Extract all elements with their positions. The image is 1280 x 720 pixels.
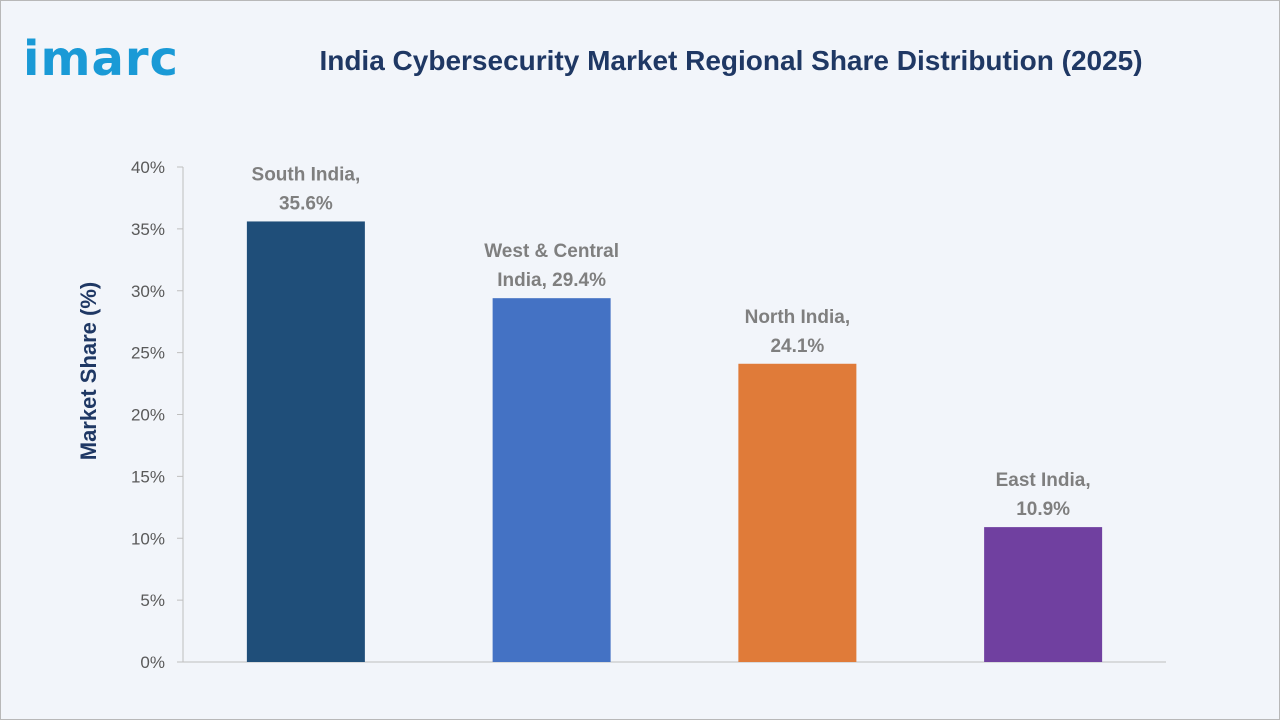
imarc-logo: imarc: [23, 31, 179, 87]
y-tick-label: 30%: [131, 282, 165, 301]
y-tick-label: 35%: [131, 220, 165, 239]
y-tick-label: 15%: [131, 467, 165, 486]
data-label-2: India, 29.4%: [497, 270, 606, 291]
bar-2: [492, 298, 611, 662]
y-tick-label: 0%: [140, 653, 165, 672]
y-tick-label: 20%: [131, 406, 165, 425]
bar-3: [738, 363, 857, 662]
y-tick-label: 5%: [140, 591, 165, 610]
y-tick-label: 25%: [131, 344, 165, 363]
data-label-4: 10.9%: [1016, 499, 1070, 520]
y-tick-label: 40%: [131, 158, 165, 177]
bar-1: [246, 221, 365, 662]
data-label-3: North India,: [745, 307, 851, 328]
bar-4: [984, 527, 1103, 662]
data-label-2: West & Central: [484, 241, 619, 262]
data-label-1: South India,: [252, 164, 361, 185]
chart-title: India Cybersecurity Market Regional Shar…: [319, 45, 1143, 76]
y-tick-label: 10%: [131, 529, 165, 548]
data-label-3: 24.1%: [770, 336, 824, 357]
data-label-1: 35.6%: [279, 193, 333, 214]
data-label-4: East India,: [996, 470, 1091, 491]
